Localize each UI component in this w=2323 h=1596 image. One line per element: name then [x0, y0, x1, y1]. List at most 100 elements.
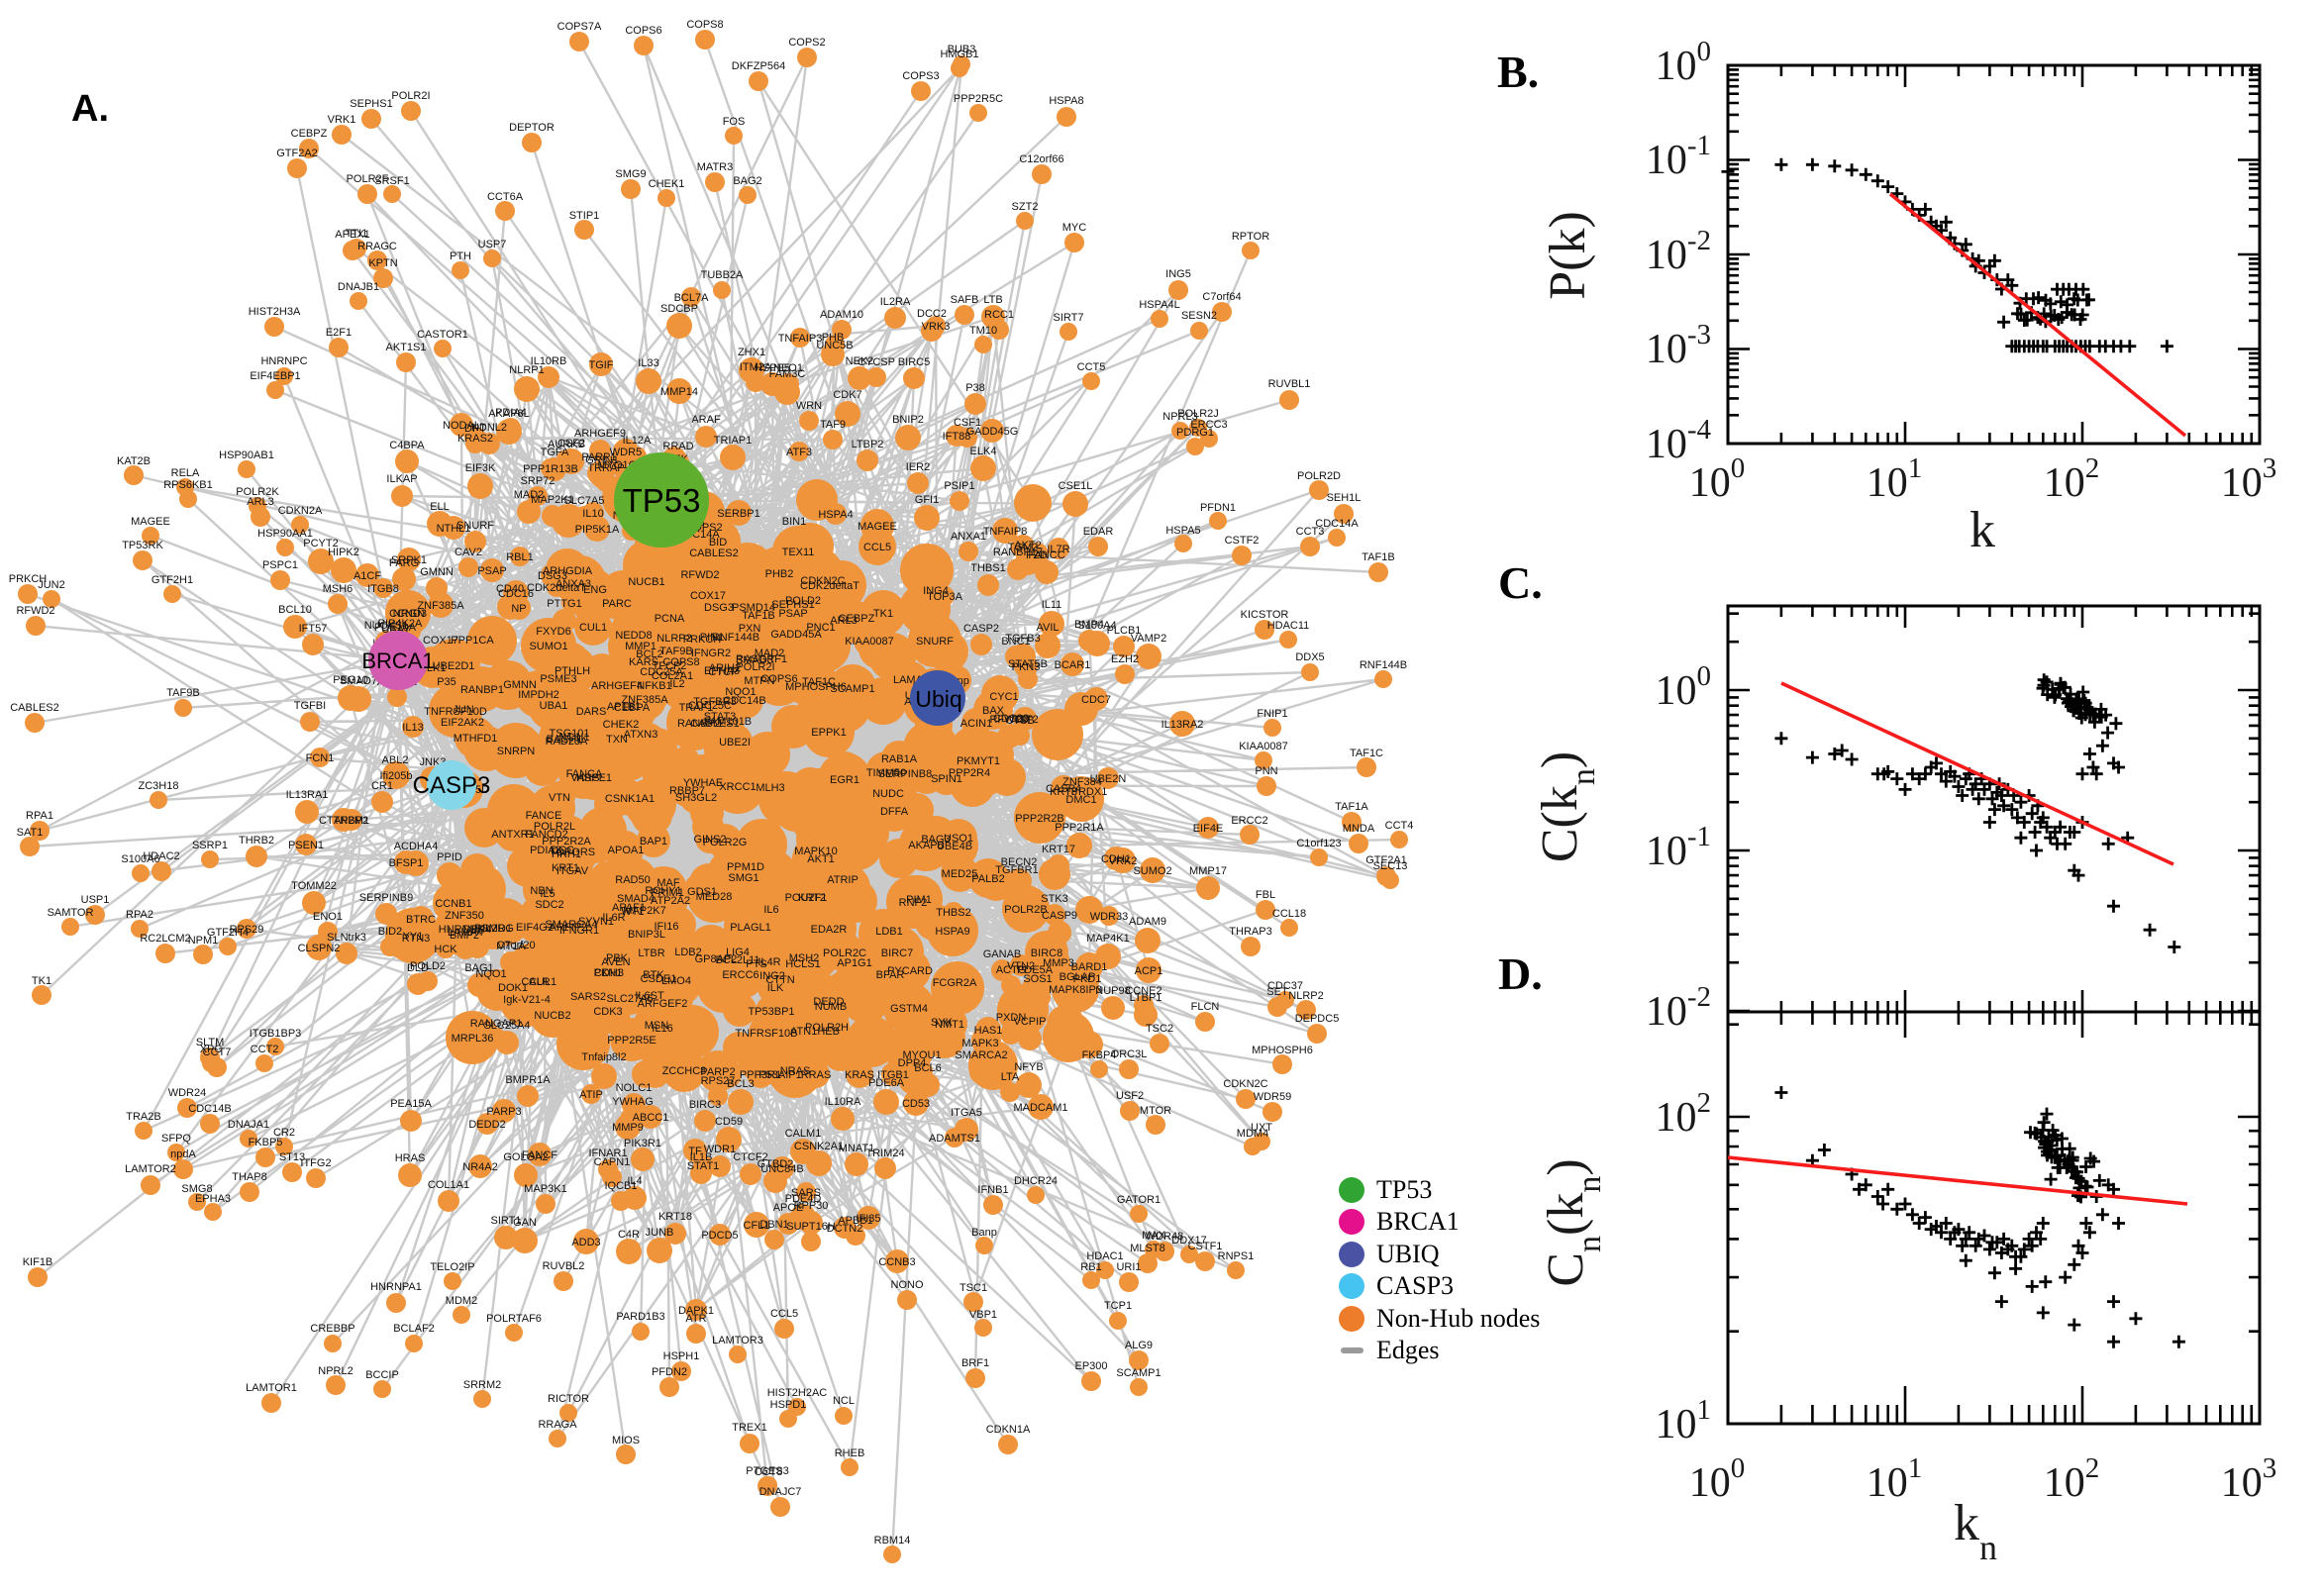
svg-text:SEH1L: SEH1L: [1327, 492, 1362, 504]
svg-text:YY1: YY1: [403, 931, 424, 943]
svg-text:HSPE1: HSPE1: [576, 772, 612, 784]
svg-text:COPS2: COPS2: [788, 37, 825, 49]
svg-text:CDC37: CDC37: [1267, 980, 1303, 992]
svg-text:TF: TF: [688, 1146, 702, 1157]
svg-text:ARHGEF9: ARHGEF9: [574, 428, 626, 440]
svg-text:ATIP: ATIP: [579, 1089, 603, 1101]
svg-text:PPP3R1: PPP3R1: [740, 1069, 781, 1081]
svg-text:RRAD: RRAD: [662, 441, 693, 452]
svg-text:IL13: IL13: [402, 722, 423, 734]
svg-text:CCT6A: CCT6A: [487, 191, 524, 203]
svg-text:TOP3A: TOP3A: [927, 591, 963, 603]
svg-text:P53AIP1: P53AIP1: [758, 1069, 801, 1081]
svg-text:NBN: NBN: [530, 885, 553, 897]
svg-text:PEG10: PEG10: [333, 674, 367, 686]
svg-text:HSPA4L: HSPA4L: [1139, 299, 1179, 311]
svg-text:RAB1A: RAB1A: [881, 753, 918, 765]
svg-text:NUCB1: NUCB1: [628, 576, 664, 588]
svg-text:LMO4: LMO4: [661, 975, 691, 987]
svg-text:RRAS: RRAS: [801, 1069, 832, 1081]
svg-text:ATXN3: ATXN3: [624, 729, 658, 741]
svg-text:LAMTOR1: LAMTOR1: [246, 1382, 297, 1394]
svg-text:LTBP1: LTBP1: [1130, 992, 1162, 1004]
svg-text:PARD1B3: PARD1B3: [616, 1311, 664, 1323]
svg-text:DFFA: DFFA: [880, 806, 909, 818]
svg-text:TGFBI: TGFBI: [294, 700, 326, 712]
svg-text:MAPK10: MAPK10: [794, 846, 837, 857]
svg-text:SLNtrk3: SLNtrk3: [327, 932, 366, 944]
svg-text:BAP1: BAP1: [640, 836, 667, 848]
svg-text:IL12A: IL12A: [623, 435, 652, 447]
svg-text:DEDD2: DEDD2: [468, 1119, 505, 1131]
svg-text:IL10RB: IL10RB: [531, 355, 567, 367]
svg-text:D.: D.: [1498, 948, 1543, 999]
svg-text:EPPK1: EPPK1: [811, 727, 846, 739]
svg-text:DMC1: DMC1: [1065, 794, 1096, 806]
svg-text:CTCF: CTCF: [708, 666, 738, 678]
svg-text:NUP98: NUP98: [1095, 985, 1130, 997]
svg-text:SARS2: SARS2: [570, 991, 606, 1003]
svg-text:BCAR1: BCAR1: [1055, 659, 1091, 671]
svg-text:HRAS: HRAS: [395, 1152, 426, 1164]
svg-text:DCC: DCC: [551, 845, 574, 856]
svg-text:IFNB1: IFNB1: [977, 1184, 1008, 1196]
svg-text:EIF2AK2: EIF2AK2: [441, 717, 484, 729]
svg-text:ARFIP2: ARFIP2: [550, 922, 588, 934]
svg-text:IER2: IER2: [906, 461, 930, 473]
svg-text:DDX5: DDX5: [1295, 651, 1324, 663]
svg-text:SUMO1: SUMO1: [529, 641, 567, 652]
svg-text:BIN1: BIN1: [782, 516, 806, 528]
svg-text:PSPC1: PSPC1: [262, 559, 298, 571]
svg-text:npdA: npdA: [170, 1148, 196, 1160]
svg-text:BMP4: BMP4: [1074, 619, 1104, 631]
svg-text:CDKN1A: CDKN1A: [986, 1424, 1031, 1436]
svg-text:PBK: PBK: [606, 952, 629, 964]
svg-text:SCAMP1: SCAMP1: [1116, 1367, 1161, 1379]
svg-text:ZNF350: ZNF350: [445, 910, 484, 922]
svg-text:TNFRSF10B: TNFRSF10B: [736, 1028, 798, 1040]
svg-text:EDAR: EDAR: [1083, 526, 1114, 538]
svg-text:AKT1S1: AKT1S1: [386, 342, 427, 353]
svg-text:BIRC7: BIRC7: [881, 948, 913, 959]
svg-text:ZNF385A: ZNF385A: [417, 600, 464, 612]
svg-text:SUPT16H: SUPT16H: [786, 1221, 836, 1233]
svg-text:VBP1: VBP1: [969, 1309, 997, 1321]
svg-text:FBL: FBL: [1256, 889, 1275, 901]
svg-text:CDC14A: CDC14A: [1315, 518, 1359, 530]
svg-text:NUDC: NUDC: [872, 788, 904, 800]
svg-text:ABL2: ABL2: [382, 754, 409, 766]
svg-text:HSPA4: HSPA4: [818, 509, 853, 521]
svg-text:EDA2R: EDA2R: [811, 924, 848, 936]
svg-text:TP53RK: TP53RK: [122, 540, 163, 551]
svg-text:AVEN: AVEN: [601, 956, 630, 968]
svg-text:TTI1: TTI1: [346, 228, 368, 240]
svg-text:DDX17: DDX17: [1171, 1235, 1206, 1247]
svg-text:ANXA1: ANXA1: [951, 531, 986, 543]
svg-text:KRT17: KRT17: [1042, 844, 1075, 855]
svg-text:CALM1: CALM1: [785, 1128, 822, 1140]
svg-text:SEPHS1: SEPHS1: [771, 599, 814, 611]
svg-text:GP8AP2: GP8AP2: [695, 953, 738, 965]
svg-text:KARS: KARS: [629, 656, 658, 668]
svg-text:C.: C.: [1498, 557, 1543, 608]
svg-text:ING2: ING2: [759, 970, 785, 982]
svg-text:NLRP2: NLRP2: [656, 633, 691, 645]
svg-text:MYOU1: MYOU1: [902, 1049, 941, 1061]
svg-text:BRCA1: BRCA1: [361, 648, 434, 673]
svg-text:KPTN: KPTN: [368, 257, 397, 269]
svg-text:IL7R: IL7R: [1047, 544, 1069, 555]
svg-text:PLCB1: PLCB1: [1107, 625, 1142, 637]
svg-text:SRSF1: SRSF1: [374, 175, 409, 187]
svg-text:MED25: MED25: [942, 868, 978, 880]
svg-text:STIP1: STIP1: [569, 210, 600, 222]
svg-text:k: k: [1970, 502, 1995, 558]
svg-text:PCYT2: PCYT2: [303, 538, 338, 549]
svg-text:KIAA0087: KIAA0087: [1239, 741, 1288, 752]
svg-text:MMP9: MMP9: [612, 1122, 644, 1134]
svg-text:ABCC1: ABCC1: [633, 1112, 669, 1124]
svg-text:UBA1: UBA1: [540, 700, 568, 712]
svg-text:RPS29: RPS29: [230, 924, 264, 936]
svg-text:BAX: BAX: [982, 705, 1005, 717]
svg-text:ITFG2: ITFG2: [300, 1157, 331, 1169]
svg-text:PSAP: PSAP: [778, 608, 807, 620]
